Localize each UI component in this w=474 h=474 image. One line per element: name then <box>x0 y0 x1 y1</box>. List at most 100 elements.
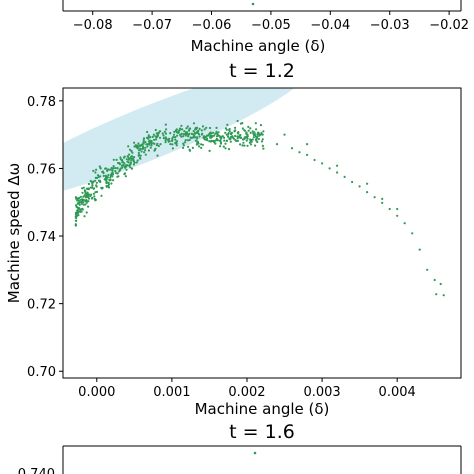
scatter-point <box>107 168 110 171</box>
scatter-point <box>75 204 78 207</box>
scatter-point <box>172 135 175 139</box>
scatter-point <box>174 136 177 139</box>
scatter-point <box>186 133 189 136</box>
scatter-point <box>107 181 110 184</box>
scatter-point <box>255 136 258 139</box>
scatter-point <box>94 171 97 174</box>
scatter-point <box>96 176 99 179</box>
bottom-panel-partial-tick-label: 0.740 <box>18 467 55 474</box>
top-x-tick-label: −0.02 <box>429 18 469 33</box>
scatter-point <box>219 145 222 148</box>
scatter-point <box>153 138 156 141</box>
scatter-point <box>127 161 130 164</box>
scatter-point <box>106 169 109 172</box>
scatter-point <box>328 167 331 170</box>
scatter-point <box>92 180 95 184</box>
scatter-point <box>115 158 118 161</box>
scatter-point <box>186 139 189 142</box>
scatter-point <box>135 161 138 164</box>
scatter-point <box>262 130 265 133</box>
x-tick-label: 0.000 <box>78 385 115 400</box>
scatter-point <box>336 171 339 174</box>
scatter-point <box>124 165 128 168</box>
scatter-point <box>84 200 87 203</box>
scatter-point <box>133 145 136 148</box>
scatter-point <box>248 141 251 144</box>
scatter-point <box>215 126 218 129</box>
scatter-point <box>136 159 139 162</box>
scatter-point <box>133 141 136 144</box>
scatter-point <box>107 173 110 177</box>
scatter-point <box>195 126 199 129</box>
scatter-point <box>162 134 165 137</box>
scatter-point <box>203 128 206 131</box>
scatter-point <box>141 145 145 148</box>
scatter-point <box>112 179 115 182</box>
scatter-point <box>259 124 263 127</box>
scatter-point <box>176 131 179 134</box>
top-x-tick-label: −0.06 <box>192 18 232 33</box>
scatter-point <box>220 137 223 140</box>
scatter-point <box>129 162 132 165</box>
scatter-point <box>77 199 80 202</box>
scatter-point <box>221 135 224 138</box>
scatter-point <box>465 362 467 364</box>
scatter-point <box>217 131 220 134</box>
scatter-point <box>79 208 82 211</box>
scatter-point <box>121 161 125 164</box>
scatter-point <box>227 148 231 151</box>
scatter-point <box>247 125 250 128</box>
scatter-point <box>261 133 264 136</box>
scatter-point <box>246 144 249 147</box>
scatter-point <box>192 136 195 139</box>
scatter-point <box>128 148 132 151</box>
scatter-point <box>254 122 257 125</box>
scatter-point <box>249 127 252 130</box>
scatter-point <box>241 122 244 125</box>
scatter-point <box>144 153 147 156</box>
scatter-point <box>225 139 228 142</box>
scatter-point <box>92 169 95 172</box>
scatter-point <box>195 143 198 146</box>
scatter-point <box>205 126 208 129</box>
scatter-point <box>146 130 149 134</box>
scatter-point <box>174 141 177 144</box>
scatter-point <box>275 143 279 146</box>
scatter-point <box>306 153 309 156</box>
scatter-point <box>343 175 346 178</box>
y-tick-label: 0.76 <box>27 162 56 177</box>
scatter-point <box>194 132 197 135</box>
scatter-point <box>396 207 399 211</box>
scatter-point <box>187 135 190 138</box>
scatter-point <box>100 194 103 197</box>
scatter-point <box>181 128 184 131</box>
scatter-point <box>226 123 229 126</box>
top-x-tick-label: −0.04 <box>310 18 350 33</box>
scatter-point <box>82 186 85 189</box>
scatter-point <box>142 139 145 142</box>
scatter-point <box>209 136 212 139</box>
scatter-point <box>92 192 95 195</box>
scatter-point <box>150 144 153 147</box>
scatter-point <box>149 139 152 142</box>
x-tick-label: 0.001 <box>153 385 190 400</box>
scatter-point <box>442 294 445 297</box>
scatter-point <box>182 146 185 149</box>
scatter-point <box>396 214 399 217</box>
scatter-point <box>76 202 80 205</box>
scatter-point <box>164 123 167 126</box>
scatter-point <box>219 135 222 138</box>
scatter-point <box>201 143 204 146</box>
scatter-point <box>207 134 210 137</box>
scatter-point <box>164 132 167 135</box>
scatter-point <box>180 124 183 127</box>
scatter-point <box>193 136 197 139</box>
scatter-point <box>111 172 114 175</box>
scatter-point <box>93 197 96 201</box>
scatter-point <box>114 170 117 173</box>
scatter-point <box>188 138 191 141</box>
scatter-point <box>196 131 200 135</box>
scatter-point <box>175 128 178 131</box>
scatter-point <box>373 196 376 199</box>
scatter-point <box>155 136 158 139</box>
